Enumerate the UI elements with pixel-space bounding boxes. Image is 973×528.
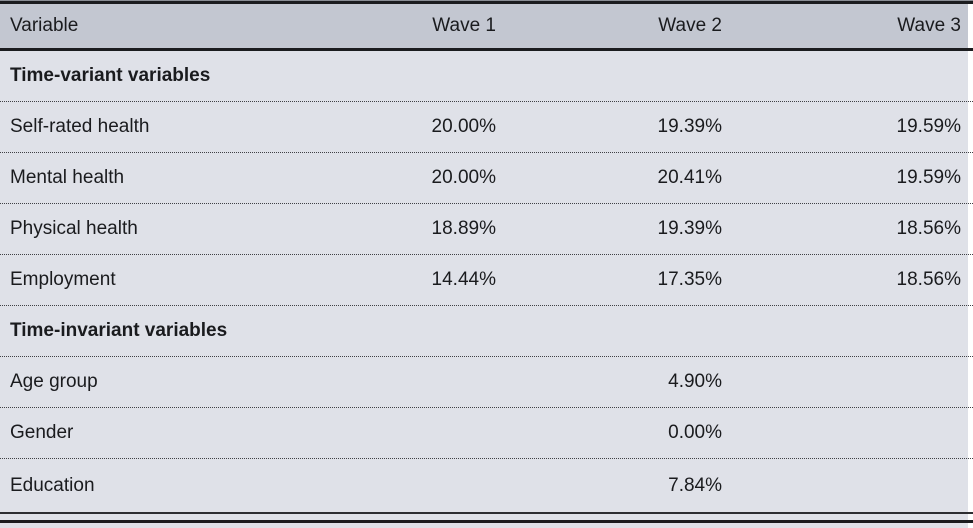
column-header-wave-1: Wave 1 (432, 15, 496, 36)
column-header-variable: Variable (10, 15, 79, 36)
cell-wave-2: 19.39% (657, 116, 722, 137)
cell-wave-3: 18.56% (896, 218, 961, 239)
table-top-rule-thin (0, 0, 973, 1)
cell-wave-1: 20.00% (431, 116, 496, 137)
column-header-wave-2: Wave 2 (658, 15, 722, 36)
cell-wave-1: 20.00% (431, 167, 496, 188)
section-header-row: Time-variant variables (0, 51, 973, 102)
row-label: Physical health (10, 218, 138, 239)
cell-wave-3: 19.59% (896, 116, 961, 137)
table-row: Physical health 18.89% 19.39% 18.56% (0, 204, 973, 255)
table-top-rule (0, 1, 973, 4)
bottom-rule-gap (0, 514, 973, 520)
table-row: Gender 0.00% (0, 408, 973, 459)
cell-wave-2: 7.84% (668, 474, 722, 496)
row-label: Gender (10, 422, 74, 443)
row-label: Education (10, 474, 95, 496)
row-label: Self-rated health (10, 116, 150, 137)
cell-wave-2: 4.90% (668, 371, 722, 392)
cell-wave-3: 18.56% (896, 269, 961, 290)
table-row: Age group 4.90% (0, 357, 973, 408)
cell-wave-1: 18.89% (431, 218, 496, 239)
cell-wave-2: 0.00% (668, 422, 722, 443)
table-header-row: Variable Wave 1 Wave 2 Wave 3 (0, 4, 973, 48)
cell-wave-2: 17.35% (657, 269, 722, 290)
table-row: Self-rated health 20.00% 19.39% 19.59% (0, 102, 973, 153)
bottom-tail (0, 523, 973, 528)
header-bottom-rule (0, 48, 973, 51)
row-label: Mental health (10, 167, 125, 188)
table-row: Mental health 20.00% 20.41% 19.59% (0, 153, 973, 204)
column-header-wave-3: Wave 3 (897, 15, 961, 36)
row-label: Employment (10, 269, 116, 290)
section-header-row: Time-invariant variables (0, 306, 973, 357)
table-bottom-rule (0, 520, 973, 523)
cell-wave-3: 19.59% (896, 167, 961, 188)
table-bottom-rule-thin (0, 512, 973, 514)
section-title: Time-invariant variables (10, 320, 228, 341)
section-title: Time-variant variables (10, 65, 211, 86)
table-row: Employment 14.44% 17.35% 18.56% (0, 255, 973, 306)
cell-wave-2: 20.41% (657, 167, 722, 188)
table-row: Education 7.84% (0, 459, 973, 512)
cell-wave-1: 14.44% (431, 269, 496, 290)
row-label: Age group (10, 371, 98, 392)
cell-wave-2: 19.39% (657, 218, 722, 239)
